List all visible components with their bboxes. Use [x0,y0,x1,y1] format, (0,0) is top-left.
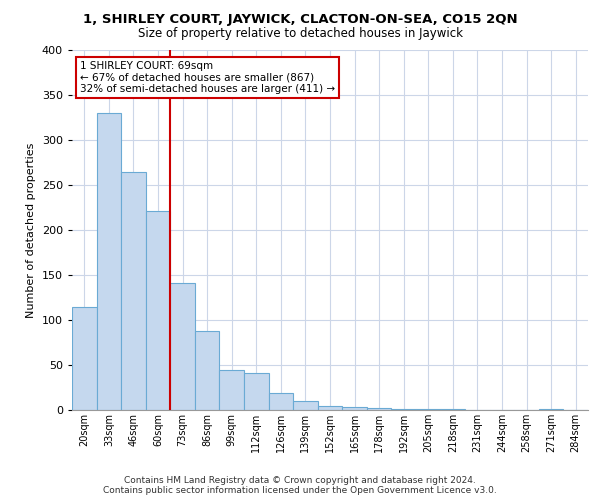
Y-axis label: Number of detached properties: Number of detached properties [26,142,36,318]
Bar [367,408,391,410]
Bar [244,373,269,410]
Bar [416,409,440,410]
Bar [195,331,220,410]
Bar [440,409,465,410]
Bar [121,172,146,410]
Bar [342,408,367,410]
Bar [539,409,563,410]
Bar [318,406,342,410]
Bar [269,393,293,410]
Bar [220,370,244,410]
Bar [72,306,97,410]
Text: Size of property relative to detached houses in Jaywick: Size of property relative to detached ho… [137,28,463,40]
Bar [146,211,170,410]
Bar [97,113,121,410]
Text: 1, SHIRLEY COURT, JAYWICK, CLACTON-ON-SEA, CO15 2QN: 1, SHIRLEY COURT, JAYWICK, CLACTON-ON-SE… [83,12,517,26]
Text: Contains HM Land Registry data © Crown copyright and database right 2024.
Contai: Contains HM Land Registry data © Crown c… [103,476,497,495]
Text: 1 SHIRLEY COURT: 69sqm
← 67% of detached houses are smaller (867)
32% of semi-de: 1 SHIRLEY COURT: 69sqm ← 67% of detached… [80,61,335,94]
Bar [391,409,416,410]
Bar [170,283,195,410]
Bar [293,401,318,410]
